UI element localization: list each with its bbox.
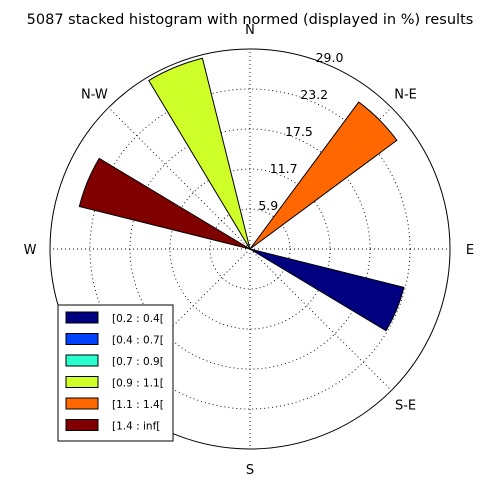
grid-spoke bbox=[108, 107, 251, 250]
bar-series bbox=[78, 57, 405, 332]
legend-swatch bbox=[65, 333, 99, 345]
legend-swatch bbox=[65, 311, 99, 324]
legend-label: [1.1 : 1.4[ bbox=[112, 399, 164, 411]
grid-spoke bbox=[108, 248, 251, 391]
legend-swatch bbox=[65, 376, 99, 388]
legend-swatch bbox=[65, 354, 99, 367]
legend-label: [0.9 : 1.1[ bbox=[112, 378, 164, 390]
legend-label: [0.4 : 0.7[ bbox=[112, 335, 164, 347]
grid-spoke bbox=[249, 248, 392, 391]
radial-tick-label: 29.0 bbox=[316, 50, 344, 65]
direction-label-n-e: N-E bbox=[394, 87, 417, 102]
chart-title: 5087 stacked histogram with normed (disp… bbox=[27, 12, 474, 28]
radial-tick-label: 5.9 bbox=[258, 198, 278, 213]
direction-label-e: E bbox=[466, 243, 474, 258]
radial-tick-label: 17.5 bbox=[285, 124, 313, 139]
legend-frame bbox=[57, 304, 174, 442]
radial-tick-label: 23.2 bbox=[300, 87, 328, 102]
legend-label: [1.4 : inf[ bbox=[112, 421, 160, 433]
legend-label: [0.7 : 0.9[ bbox=[112, 356, 164, 368]
direction-label-s-e: S-E bbox=[395, 399, 416, 414]
radial-tick-label: 11.7 bbox=[270, 161, 298, 176]
polar-grid bbox=[50, 49, 450, 449]
outer-ring bbox=[49, 48, 451, 450]
legend: [0.2 : 0.4[ [0.4 : 0.7[ [0.7 : 0.9[ [0.9 : … bbox=[57, 304, 174, 442]
direction-label-w: W bbox=[24, 243, 37, 258]
direction-label-n: N bbox=[245, 23, 255, 38]
bar-w bbox=[78, 157, 251, 250]
legend-swatch bbox=[65, 397, 99, 410]
direction-label-n-w: N-W bbox=[81, 87, 108, 102]
legend-swatch bbox=[65, 419, 99, 431]
direction-label-s: S bbox=[246, 463, 254, 478]
bar-n-w bbox=[148, 57, 251, 250]
bar-n-e bbox=[249, 101, 398, 250]
bar-s-e bbox=[249, 248, 405, 332]
radial-tick-labels: 5.9 11.7 17.5 23.2 29.0 bbox=[258, 50, 343, 213]
legend-label: [0.2 : 0.4[ bbox=[112, 313, 164, 325]
